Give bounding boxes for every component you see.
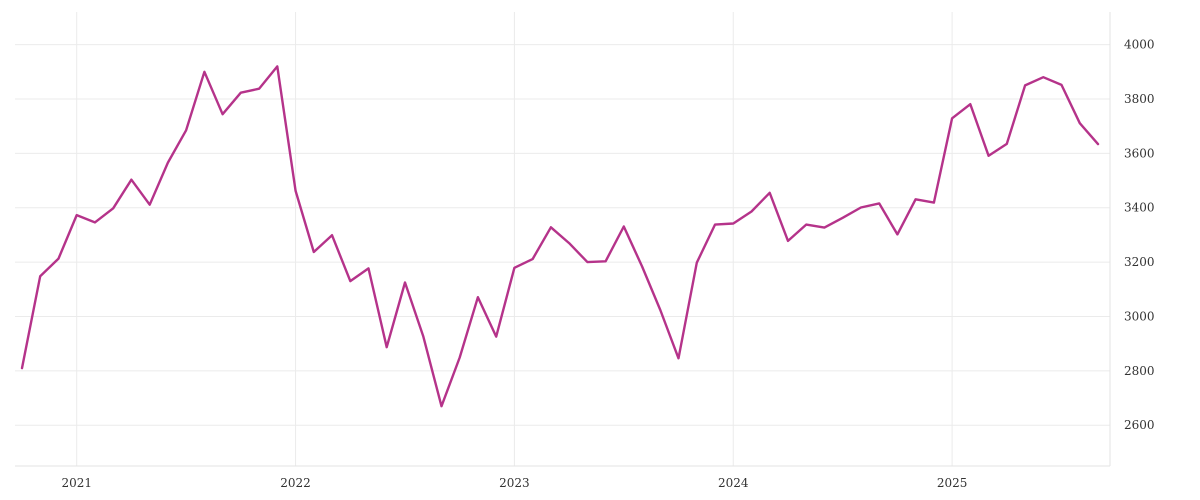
y-tick-label: 3800 — [1124, 92, 1155, 106]
y-tick-label: 2800 — [1124, 364, 1155, 378]
grid-lines — [15, 12, 1110, 466]
series-group — [20, 65, 1100, 408]
x-tick-label: 2024 — [718, 476, 749, 490]
y-tick-label: 3200 — [1124, 255, 1155, 269]
series-line — [20, 65, 1100, 408]
y-tick-label: 3400 — [1124, 201, 1155, 215]
y-tick-label: 3600 — [1124, 146, 1155, 160]
x-tick-label: 2025 — [937, 476, 968, 490]
tick-labels: 2600 2800 3000 3200 3400 3600 3800 4000 2021 2022… — [61, 38, 1154, 490]
y-tick-label: 2600 — [1124, 418, 1155, 432]
x-tick-label: 2021 — [61, 476, 92, 490]
y-tick-label: 3000 — [1124, 309, 1155, 323]
y-tick-label: 4000 — [1124, 38, 1155, 52]
x-tick-label: 2023 — [499, 476, 530, 490]
x-tick-label: 2022 — [280, 476, 311, 490]
